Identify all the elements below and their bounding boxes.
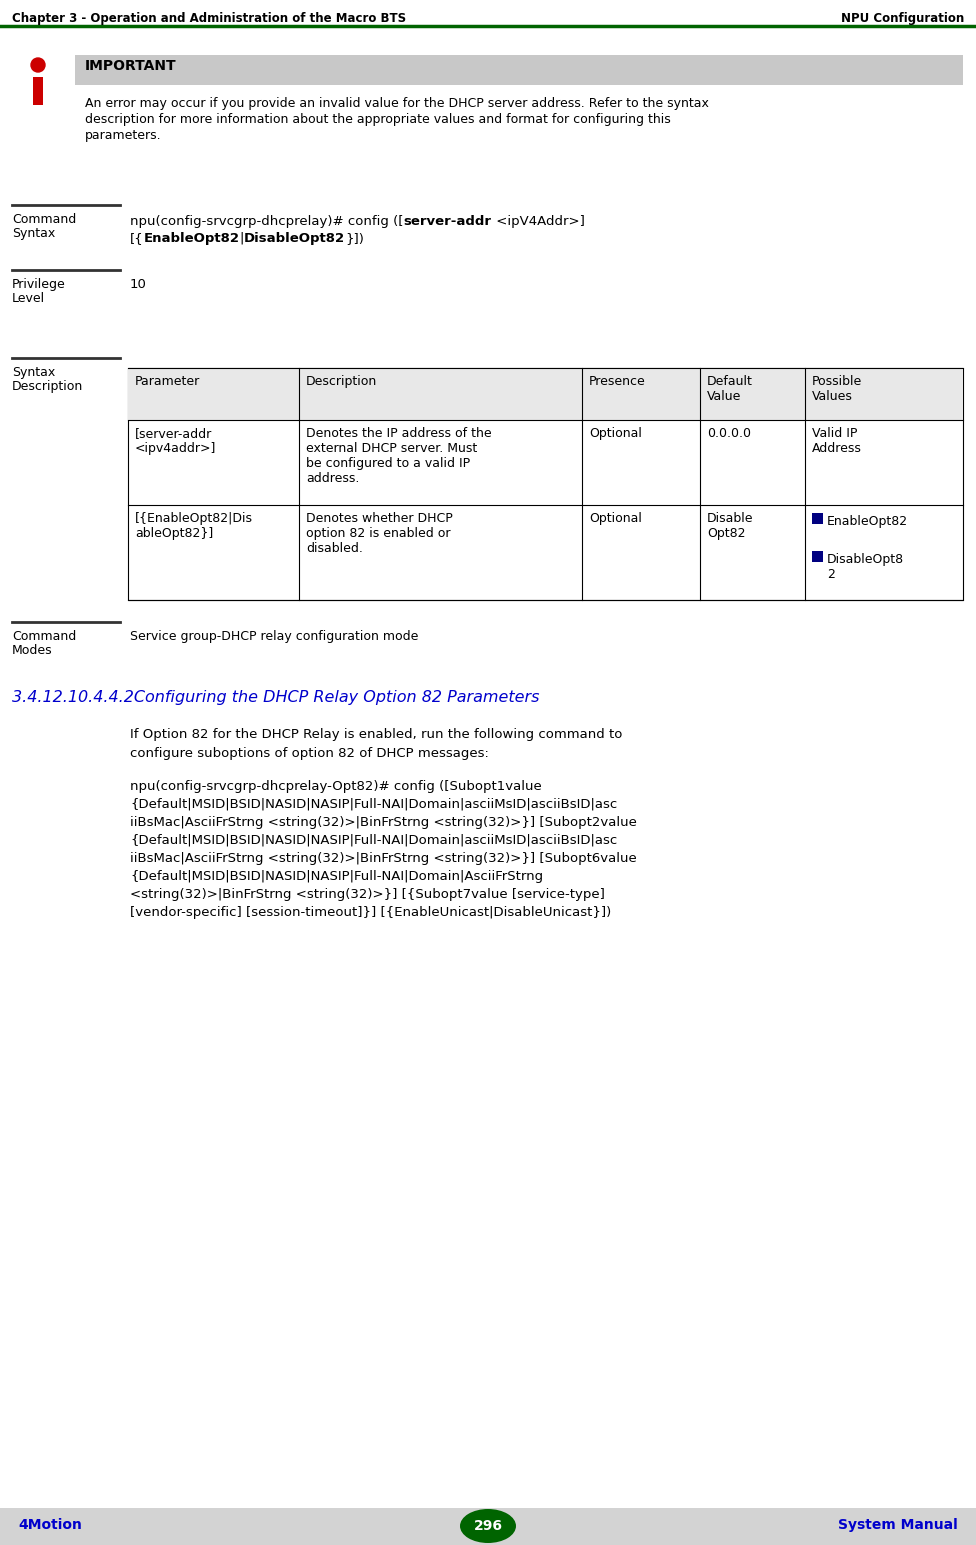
Text: npu(config-srvcgrp-dhcprelay)# config ([: npu(config-srvcgrp-dhcprelay)# config ([ bbox=[130, 215, 403, 229]
Bar bbox=[33, 77, 43, 105]
Text: Parameter: Parameter bbox=[135, 375, 200, 388]
Ellipse shape bbox=[460, 1509, 516, 1543]
Text: Optional: Optional bbox=[589, 511, 642, 525]
Text: {Default|MSID|BSID|NASID|NASIP|Full-NAI|Domain|asciiMsID|asciiBsID|asc: {Default|MSID|BSID|NASID|NASIP|Full-NAI|… bbox=[130, 834, 617, 847]
Text: Optional: Optional bbox=[589, 426, 642, 440]
Text: Modes: Modes bbox=[12, 644, 53, 657]
Text: iiBsMac|AsciiFrStrng <string(32)>|BinFrStrng <string(32)>}] [Subopt2value: iiBsMac|AsciiFrStrng <string(32)>|BinFrS… bbox=[130, 816, 637, 830]
Text: [vendor-specific] [session-timeout]}] [{EnableUnicast|DisableUnicast}]): [vendor-specific] [session-timeout]}] [{… bbox=[130, 905, 611, 919]
Text: EnableOpt82: EnableOpt82 bbox=[827, 514, 908, 528]
Text: System Manual: System Manual bbox=[838, 1519, 958, 1533]
Bar bbox=[812, 513, 823, 524]
Text: npu(config-srvcgrp-dhcprelay-Opt82)# config ([Subopt1value: npu(config-srvcgrp-dhcprelay-Opt82)# con… bbox=[130, 780, 542, 793]
Bar bbox=[75, 56, 963, 85]
Text: Command: Command bbox=[12, 630, 76, 643]
Text: Valid IP
Address: Valid IP Address bbox=[812, 426, 862, 454]
Text: Service group-DHCP relay configuration mode: Service group-DHCP relay configuration m… bbox=[130, 630, 419, 643]
Text: DisableOpt82: DisableOpt82 bbox=[244, 232, 346, 246]
Circle shape bbox=[31, 59, 45, 73]
Text: DisableOpt8
2: DisableOpt8 2 bbox=[827, 553, 904, 581]
Text: 4Motion: 4Motion bbox=[18, 1519, 82, 1533]
Text: Default
Value: Default Value bbox=[707, 375, 752, 403]
Text: Syntax: Syntax bbox=[12, 366, 56, 379]
Text: Chapter 3 - Operation and Administration of the Macro BTS: Chapter 3 - Operation and Administration… bbox=[12, 12, 406, 25]
Text: Possible
Values: Possible Values bbox=[812, 375, 862, 403]
Text: An error may occur if you provide an invalid value for the DHCP server address. : An error may occur if you provide an inv… bbox=[85, 97, 709, 110]
Text: server-addr: server-addr bbox=[403, 215, 492, 229]
Text: Command: Command bbox=[12, 213, 76, 226]
Text: }]): }]) bbox=[346, 232, 364, 246]
Text: [{: [{ bbox=[130, 232, 143, 246]
Text: {Default|MSID|BSID|NASID|NASIP|Full-NAI|Domain|AsciiFrStrng: {Default|MSID|BSID|NASID|NASIP|Full-NAI|… bbox=[130, 870, 543, 884]
Text: [{EnableOpt82|Dis
ableOpt82}]: [{EnableOpt82|Dis ableOpt82}] bbox=[135, 511, 253, 541]
Bar bbox=[812, 552, 823, 562]
Bar bbox=[0, 1508, 976, 1545]
Text: description for more information about the appropriate values and format for con: description for more information about t… bbox=[85, 113, 671, 127]
Text: Level: Level bbox=[12, 292, 45, 304]
Text: Description: Description bbox=[306, 375, 378, 388]
Text: IMPORTANT: IMPORTANT bbox=[85, 59, 177, 73]
Text: |: | bbox=[240, 232, 244, 246]
Bar bbox=[128, 368, 963, 420]
Text: Privilege: Privilege bbox=[12, 278, 65, 290]
Text: 10: 10 bbox=[130, 278, 146, 290]
Text: <ipV4Addr>]: <ipV4Addr>] bbox=[492, 215, 585, 229]
Text: 296: 296 bbox=[473, 1519, 503, 1533]
Text: <string(32)>|BinFrStrng <string(32)>}] [{Subopt7value [service-type]: <string(32)>|BinFrStrng <string(32)>}] [… bbox=[130, 888, 605, 901]
Text: parameters.: parameters. bbox=[85, 128, 162, 142]
Text: 3.4.12.10.4.4.2Configuring the DHCP Relay Option 82 Parameters: 3.4.12.10.4.4.2Configuring the DHCP Rela… bbox=[12, 691, 540, 705]
Text: iiBsMac|AsciiFrStrng <string(32)>|BinFrStrng <string(32)>}] [Subopt6value: iiBsMac|AsciiFrStrng <string(32)>|BinFrS… bbox=[130, 851, 636, 865]
Text: Presence: Presence bbox=[589, 375, 646, 388]
Text: NPU Configuration: NPU Configuration bbox=[840, 12, 964, 25]
Text: [server-addr
<ipv4addr>]: [server-addr <ipv4addr>] bbox=[135, 426, 217, 454]
Text: 0.0.0.0: 0.0.0.0 bbox=[707, 426, 751, 440]
Text: Denotes the IP address of the
external DHCP server. Must
be configured to a vali: Denotes the IP address of the external D… bbox=[306, 426, 492, 485]
Text: Description: Description bbox=[12, 380, 83, 392]
Text: EnableOpt82: EnableOpt82 bbox=[143, 232, 240, 246]
Text: {Default|MSID|BSID|NASID|NASIP|Full-NAI|Domain|asciiMsID|asciiBsID|asc: {Default|MSID|BSID|NASID|NASIP|Full-NAI|… bbox=[130, 799, 617, 811]
Text: Syntax: Syntax bbox=[12, 227, 56, 239]
Text: If Option 82 for the DHCP Relay is enabled, run the following command to
configu: If Option 82 for the DHCP Relay is enabl… bbox=[130, 728, 623, 760]
Text: Denotes whether DHCP
option 82 is enabled or
disabled.: Denotes whether DHCP option 82 is enable… bbox=[306, 511, 453, 555]
Bar bbox=[128, 368, 963, 599]
Text: Disable
Opt82: Disable Opt82 bbox=[707, 511, 753, 541]
